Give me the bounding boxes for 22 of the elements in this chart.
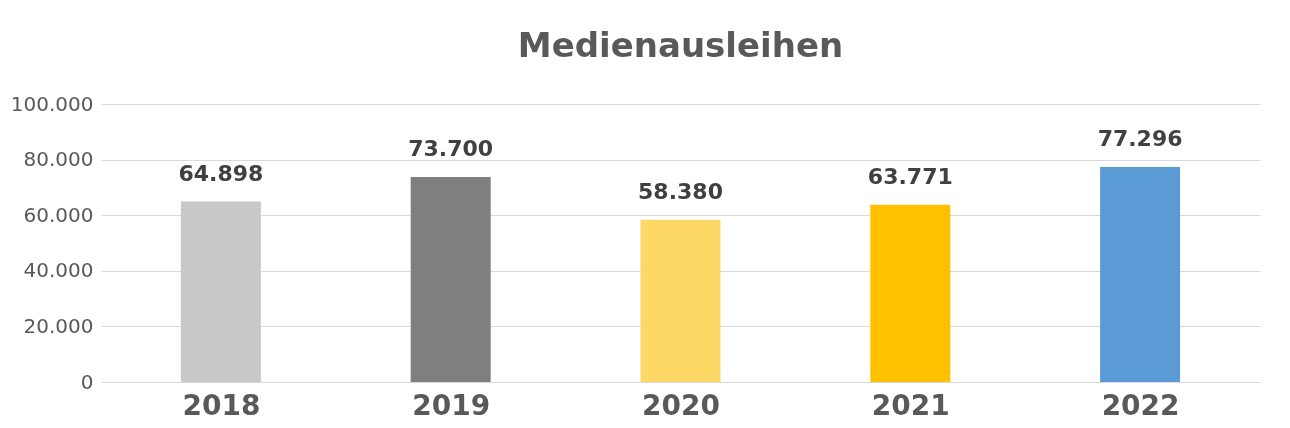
bar bbox=[640, 219, 721, 382]
y-tick-label: 100.000 bbox=[10, 91, 94, 116]
x-tick-label: 2019 bbox=[412, 388, 491, 422]
y-tick-label: 20.000 bbox=[23, 313, 94, 338]
data-label: 64.898 bbox=[178, 160, 264, 186]
bar bbox=[180, 201, 261, 382]
x-tick-label: 2020 bbox=[642, 388, 720, 422]
bar bbox=[1100, 167, 1181, 382]
bar bbox=[870, 204, 951, 382]
data-label: 77.296 bbox=[1097, 126, 1183, 152]
x-tick-label: 2021 bbox=[871, 388, 950, 422]
data-label: 73.700 bbox=[408, 136, 494, 162]
data-label: 58.380 bbox=[638, 178, 723, 204]
y-tick-label: 40.000 bbox=[23, 258, 94, 283]
chart-title: Medienausleihen bbox=[517, 25, 844, 65]
bar bbox=[410, 177, 491, 382]
data-label: 63.771 bbox=[867, 163, 953, 189]
x-tick-label: 2022 bbox=[1101, 388, 1180, 422]
y-tick-label: 60.000 bbox=[23, 202, 94, 227]
y-tick-label: 0 bbox=[80, 369, 94, 394]
x-tick-label: 2018 bbox=[182, 388, 261, 422]
y-tick-label: 80.000 bbox=[23, 147, 94, 172]
